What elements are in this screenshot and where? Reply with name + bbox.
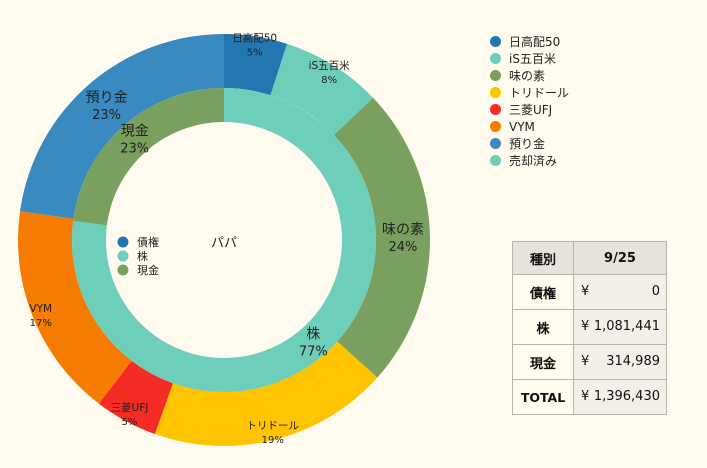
outer-slice-percent: 19% [262,435,284,446]
summary-key: 債権 [512,274,574,310]
inner-legend-swatch [117,264,129,276]
summary-row: 債権 ¥0 [512,274,667,310]
summary-total-row: TOTAL ¥1,396,430 [512,379,667,415]
outer-slice-percent: 5% [247,47,263,58]
amount: 1,396,430 [593,389,660,404]
inner-legend-label[interactable]: 株 [137,249,148,263]
legend-item[interactable]: 味の素 [490,67,569,84]
summary-key: 現金 [512,344,574,380]
inner-slice[interactable] [73,88,224,226]
outer-labels: 日高配50 5% iS五百米 8% 味の素 24% トリドール 19% 三菱UFJ 5% VYM 17… [29,31,424,446]
legend-label: トリドール [509,86,570,100]
summary-header-date: 9/25 [573,241,667,275]
outer-slice-label: 日高配50 [232,31,277,44]
outer-slice-percent: 24% [389,240,418,255]
outer-slice-percent: 8% [321,75,337,86]
outer-slice[interactable] [154,341,378,446]
legend-item[interactable]: トリドール [490,84,569,101]
amount: 1,081,441 [593,319,660,334]
yen-sign: ¥ [581,319,590,334]
legend-label: 日高配50 [509,35,561,49]
legend-item[interactable]: 売却済み [490,152,569,169]
yen-sign: ¥ [581,284,590,299]
summary-value: ¥1,081,441 [573,309,667,345]
summary-value: ¥314,989 [573,344,667,380]
outer-slice-percent: 23% [92,108,121,123]
outer-slice[interactable] [17,211,132,404]
inner-legend-swatch [117,250,129,262]
summary-value: ¥0 [573,274,667,310]
legend-swatch [490,155,501,166]
inner-legend-label[interactable]: 債権 [137,235,159,249]
summary-header-type: 種別 [512,241,574,275]
legend-swatch [490,138,501,149]
outer-slice[interactable] [20,34,225,219]
inner-ring [72,88,377,392]
outer-slice-label: VYM [29,303,52,315]
inner-slice-label: 現金 [121,124,149,140]
outer-slice[interactable] [224,34,288,96]
yen-sign: ¥ [581,354,590,369]
outer-slice[interactable] [270,43,374,136]
legend-swatch [490,36,501,47]
legend-swatch [490,121,501,132]
legend-label: 味の素 [509,69,546,83]
legend-item[interactable]: iS五百米 [490,50,569,67]
inner-slice-percent: 23% [120,142,149,157]
inner-legend-swatch [117,236,129,248]
legend: 日高配50 iS五百米 味の素 トリドール 三菱UFJ VYM 預り金 売却済み [490,33,569,169]
outer-slice[interactable] [98,360,174,435]
legend-item[interactable]: 日高配50 [490,33,569,50]
outer-slice-label: 味の素 [382,222,424,238]
legend-item[interactable]: VYM [490,118,569,135]
summary-row: 株 ¥1,081,441 [512,309,667,345]
donut-chart: 日高配50 5% iS五百米 8% 味の素 24% トリドール 19% 三菱UFJ 5% VYM 17… [17,31,430,446]
legend-label: 売却済み [509,154,558,168]
inner-legend-label[interactable]: 現金 [137,263,159,277]
summary-key: 株 [512,309,574,345]
summary-row: 現金 ¥314,989 [512,344,667,380]
outer-slice-label: iS五百米 [309,59,351,72]
summary-header-row: 種別 9/25 [512,241,667,275]
summary-value: ¥1,396,430 [573,379,667,415]
outer-slice-percent: 17% [30,318,52,329]
legend-label: 預り金 [509,137,546,151]
summary-table: 種別 9/25 債権 ¥0 株 ¥1,081,441 現金 ¥314,989 T… [512,241,667,415]
legend-item[interactable]: 預り金 [490,135,569,152]
summary-key: TOTAL [512,379,574,415]
legend-item[interactable]: 三菱UFJ [490,101,569,118]
outer-slice[interactable] [333,97,430,378]
chart-title: パパ [211,236,237,251]
legend-swatch [490,87,501,98]
amount: 314,989 [606,354,660,369]
inner-slice-label: 株 [306,326,320,342]
legend-label: VYM [509,119,535,134]
amount: 0 [651,284,660,299]
inner-labels: 株 77% 現金 23% [120,124,327,360]
yen-sign: ¥ [581,389,590,404]
outer-slice-label: トリドール [247,420,300,432]
outer-slice-label: 預り金 [86,90,128,106]
legend-swatch [490,104,501,115]
inner-slice-percent: 77% [299,344,328,359]
outer-slice-percent: 5% [122,417,138,428]
legend-label: 三菱UFJ [509,103,553,117]
legend-swatch [490,53,501,64]
outer-slice-label: 三菱UFJ [111,402,149,414]
legend-label: iS五百米 [509,52,556,66]
legend-swatch [490,70,501,81]
outer-ring [17,34,430,446]
